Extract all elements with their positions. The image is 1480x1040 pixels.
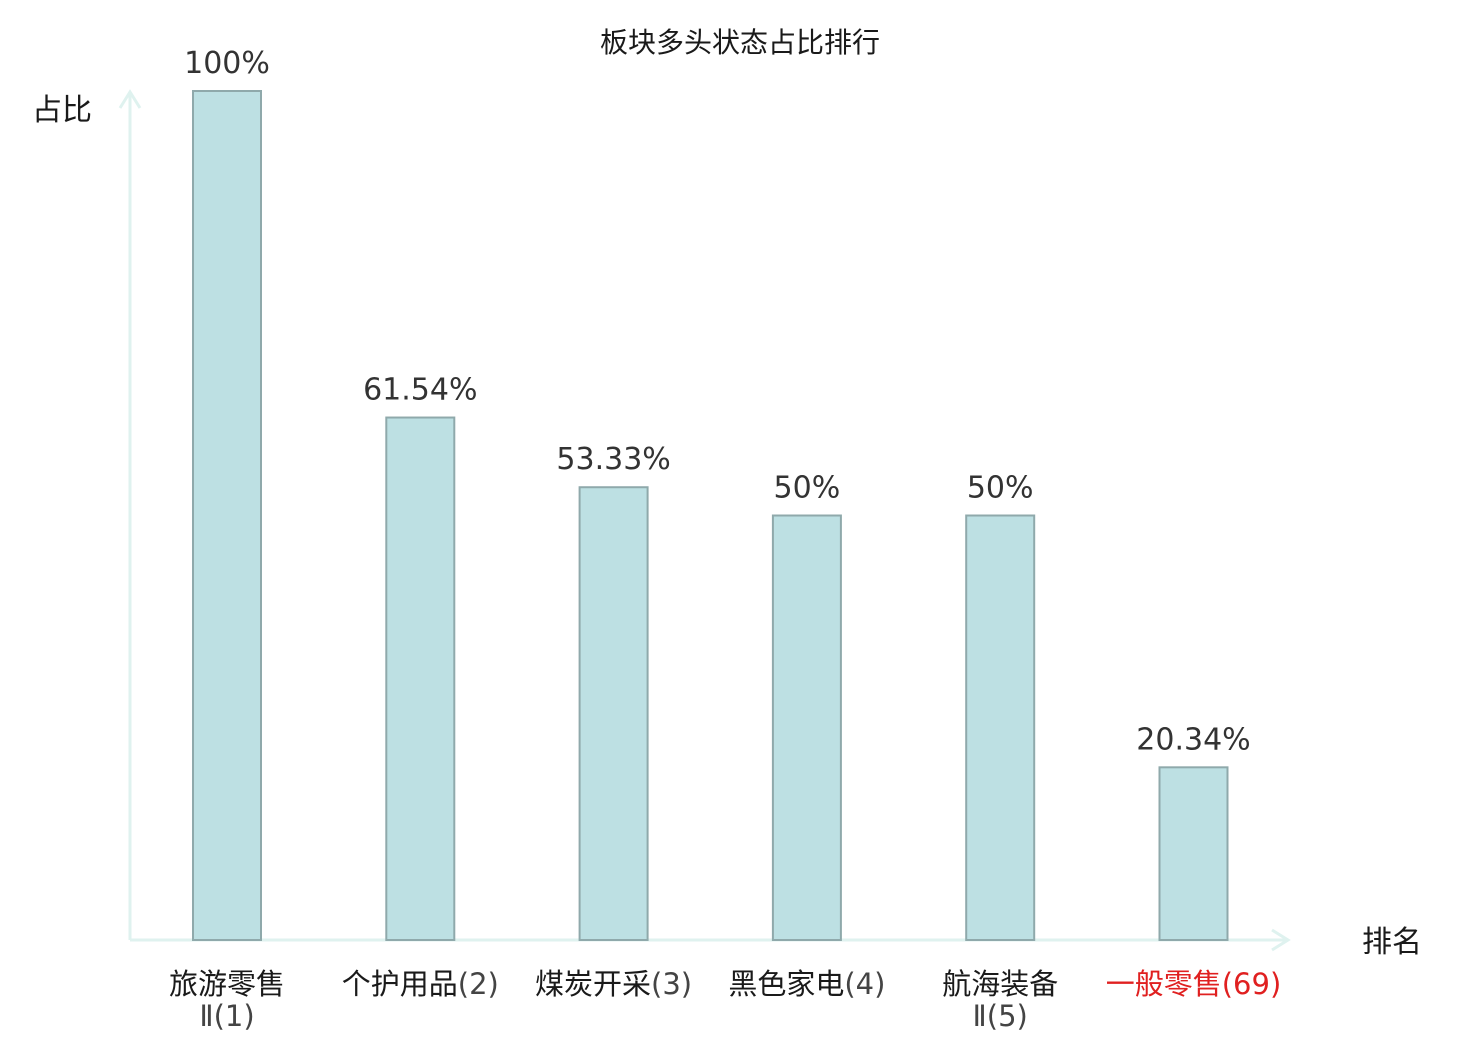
category-label-line2-5: Ⅱ(5) [973,999,1028,1033]
value-label-3: 53.33% [556,442,670,477]
bar-2 [385,416,456,941]
category-label-6: 一般零售(69) [1106,967,1282,1001]
category-label-3: 煤炭开采(3) [535,967,692,1001]
value-label-1: 100% [184,46,270,81]
bar-3 [578,486,649,941]
value-labels-group: 100% 61.54% 53.33% 50% 50% 20.34% [184,46,1251,757]
category-label-line2-1: Ⅱ(1) [199,999,254,1033]
x-axis-label: 排名 [1362,925,1422,960]
value-label-2: 61.54% [363,373,477,408]
bar-5 [965,514,1036,941]
category-label-1: 旅游零售 [169,967,285,1001]
value-label-6: 20.34% [1136,722,1250,757]
y-axis [118,89,142,940]
category-labels-group: Ⅱ(1)旅游零售 个护用品(2) 煤炭开采(3) 黑色家电(4) Ⅱ(5)航海装备 一般零… [169,967,1281,1033]
chart-title: 板块多头状态占比排行 [600,26,880,59]
bars-group [192,90,1229,942]
bar-6 [1158,766,1229,942]
y-axis-label: 占比 [32,93,92,128]
category-label-4: 黑色家电(4) [728,967,885,1001]
x-axis [130,928,1291,952]
bar-1 [192,90,262,941]
category-label-5: 航海装备 [942,967,1058,1001]
bar-4 [771,514,842,941]
category-label-2: 个护用品(2) [342,967,499,1001]
value-label-5: 50% [967,471,1034,506]
value-label-4: 50% [774,471,841,506]
